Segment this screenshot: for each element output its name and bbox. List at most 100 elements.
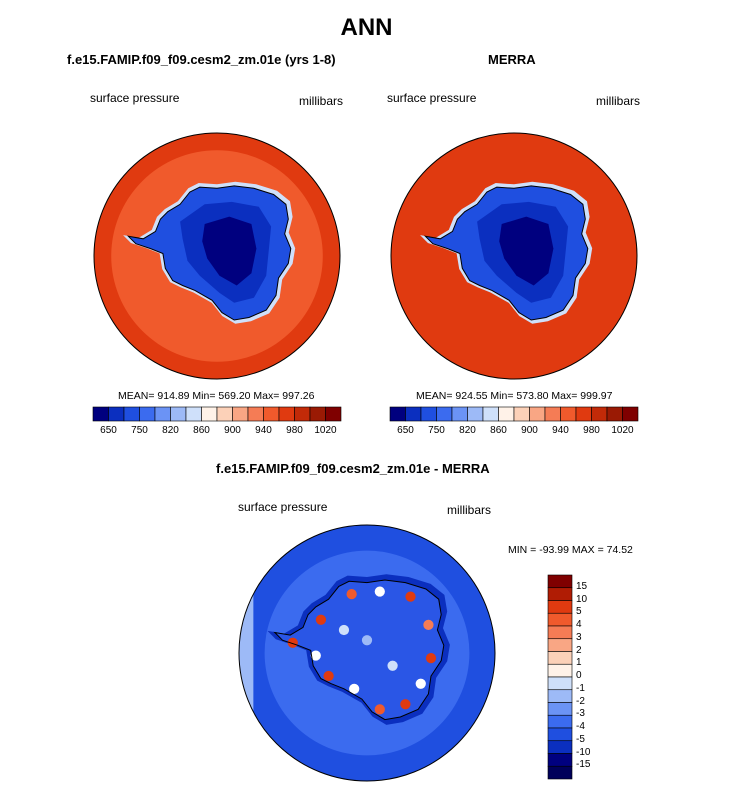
colorbar-tick-label: -3 <box>576 708 585 720</box>
map1-high-plateau-fill <box>202 216 257 286</box>
map3-anomaly-spot <box>374 704 385 715</box>
colorbar-tick-label: 750 <box>428 425 445 436</box>
map3-anomaly-spot <box>310 650 321 661</box>
colorbar-tick-label: 860 <box>490 425 507 436</box>
colorbar-swatch <box>513 406 530 422</box>
map3-anomaly-spot <box>405 591 416 602</box>
colorbar-swatch <box>451 406 468 422</box>
map3-continent-fill <box>274 580 444 720</box>
colorbar-swatch <box>547 765 573 780</box>
colorbar-swatch <box>606 406 623 422</box>
colorbar-tick-label: 0 <box>576 670 582 681</box>
map3-anomaly-spot <box>287 637 298 648</box>
colorbar-swatch <box>139 406 156 422</box>
colorbar-swatch <box>294 406 311 422</box>
colorbar-swatch <box>498 406 515 422</box>
colorbar-swatch <box>547 600 573 614</box>
colorbar-tick-label: 650 <box>397 425 414 436</box>
panel-3-units-label: millibars <box>447 503 492 517</box>
colorbar-tick-label: 5 <box>576 606 582 618</box>
colorbar-tick-label: 4 <box>576 619 582 630</box>
colorbar-swatch <box>547 587 573 601</box>
colorbar-swatch <box>560 406 577 422</box>
colorbar-tick-label: 980 <box>286 425 303 436</box>
colorbar-swatch <box>201 406 218 422</box>
map3-anomaly-spot <box>423 619 434 630</box>
map3-coastline <box>273 579 445 721</box>
colorbar-swatch <box>185 406 202 422</box>
map2-coastline <box>423 185 589 321</box>
map3-anomaly-spot <box>338 624 350 636</box>
colorbar-swatch <box>216 406 233 422</box>
colorbar-swatch <box>547 753 573 767</box>
colorbar-tick-label: -5 <box>576 733 585 745</box>
colorbar-swatch <box>547 638 573 652</box>
colorbar-swatch <box>467 406 484 422</box>
colorbar-swatch <box>108 406 125 422</box>
colorbar-swatch <box>92 406 109 422</box>
colorbar-tick-label: 900 <box>224 425 241 436</box>
colorbar-tick-label: 15 <box>576 580 588 592</box>
colorbar-tick-label: -4 <box>576 721 585 732</box>
colorbar-swatch <box>547 663 573 678</box>
main-title: ANN <box>340 14 393 41</box>
panel-1-units-label: millibars <box>299 94 344 108</box>
colorbar-swatch <box>405 406 422 422</box>
panel-3-stats: MIN = -93.99 MAX = 74.52 <box>508 544 633 556</box>
colorbar-tick-label: 10 <box>576 593 588 605</box>
colorbar-tick-label: -1 <box>576 682 585 694</box>
colorbar-tick-label: 1 <box>576 657 582 669</box>
colorbar-swatch <box>547 612 573 627</box>
map3-anomaly-spot <box>346 589 357 600</box>
panel-2-variable-label: surface pressure <box>387 91 477 105</box>
colorbar-swatch <box>232 406 249 422</box>
colorbar-tick-label: -2 <box>576 695 585 707</box>
map3-anomaly-spot <box>387 660 398 671</box>
map3-edge-band <box>239 589 254 717</box>
colorbar-swatch <box>278 406 295 422</box>
colorbar-tick-label: -10 <box>576 746 591 758</box>
panel-1-title: f.e15.FAMIP.f09_f09.cesm2_zm.01e (yrs 1-… <box>67 52 336 67</box>
map3-anomaly-spot <box>425 653 437 664</box>
colorbar-swatch <box>575 406 592 422</box>
colorbar-swatch <box>547 625 573 640</box>
panel-2-units-label: millibars <box>596 94 641 108</box>
colorbar-swatch <box>547 651 573 665</box>
colorbar-swatch <box>529 406 546 422</box>
colorbar-swatch <box>420 406 437 422</box>
map2-map-border <box>390 132 638 380</box>
panel-1-colorbar <box>92 406 342 422</box>
panel-1-variable-label: surface pressure <box>90 91 180 105</box>
colorbar-tick-label: -15 <box>576 759 591 771</box>
map3-anomaly-spot <box>361 635 373 646</box>
panel-1-stats: MEAN= 914.89 Min= 569.20 Max= 997.26 <box>118 390 315 402</box>
colorbar-swatch <box>247 406 264 422</box>
colorbar-swatch <box>547 702 573 716</box>
colorbar-swatch <box>325 406 342 422</box>
colorbar-swatch <box>547 727 573 742</box>
colorbar-tick-label: 940 <box>552 425 569 436</box>
colorbar-swatch <box>547 740 573 754</box>
panel-1-map <box>93 132 341 380</box>
panel-3-colorbar <box>547 574 573 780</box>
colorbar-swatch <box>309 406 326 422</box>
map3-anomaly-spot <box>323 670 334 682</box>
colorbar-swatch <box>123 406 140 422</box>
map3-anomaly-spot <box>400 699 411 710</box>
panel-3-title: f.e15.FAMIP.f09_f09.cesm2_zm.01e - MERRA <box>216 461 490 476</box>
map3-map-border <box>238 524 496 782</box>
colorbar-tick-label: 820 <box>459 425 476 436</box>
colorbar-tick-label: 940 <box>255 425 272 436</box>
colorbar-tick-label: 820 <box>162 425 179 436</box>
colorbar-tick-label: 860 <box>193 425 210 436</box>
map1-coastline <box>126 185 292 321</box>
colorbar-tick-label: 750 <box>131 425 148 436</box>
colorbar-tick-label: 900 <box>521 425 538 436</box>
colorbar-swatch <box>389 406 406 422</box>
colorbar-swatch <box>263 406 280 422</box>
colorbar-swatch <box>547 689 573 703</box>
map3-anomaly-spot <box>374 586 385 597</box>
colorbar-tick-label: 3 <box>576 631 582 643</box>
map3-anomaly-spot <box>349 683 360 694</box>
map3-anomaly-spot <box>315 614 327 625</box>
